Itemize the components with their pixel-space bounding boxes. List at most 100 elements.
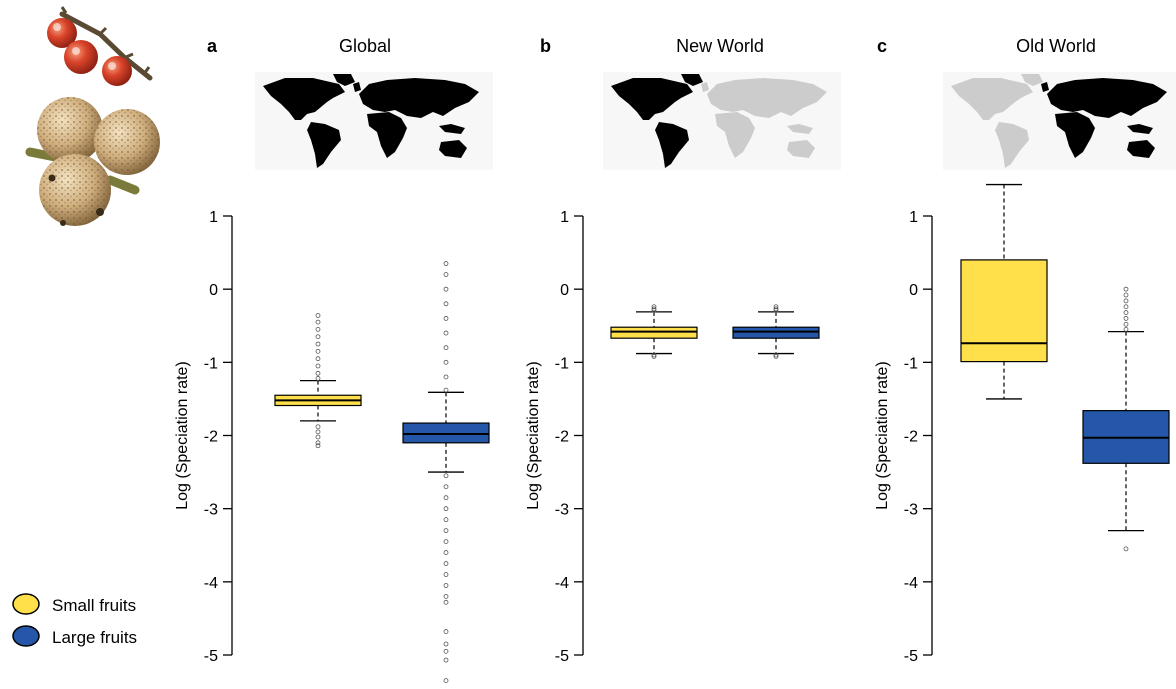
outlier-point <box>443 473 449 479</box>
map-region-old-world <box>1047 78 1167 118</box>
outlier-point <box>651 307 657 313</box>
map-region-new-world <box>333 74 355 86</box>
map-region-old-world <box>1127 124 1153 134</box>
map-region-old-world <box>439 140 467 158</box>
y-tick-label: -2 <box>555 429 569 446</box>
world-map <box>255 72 493 170</box>
outlier-point <box>443 528 449 534</box>
box-iqr <box>610 326 698 339</box>
outlier-point <box>315 424 321 430</box>
y-tick-label: 1 <box>560 209 569 226</box>
outlier-point <box>315 356 321 362</box>
y-tick-label: 1 <box>909 209 918 226</box>
y-tick-label: 0 <box>909 282 918 299</box>
outlier-point <box>443 272 449 277</box>
panel-title: Old World <box>1016 36 1096 56</box>
y-tick-label: -1 <box>904 355 918 372</box>
outlier-point <box>651 352 657 358</box>
small-fruit-picture <box>47 6 153 86</box>
outlier-point <box>443 495 449 501</box>
map-region-old-world <box>1041 82 1049 92</box>
outlier-point <box>315 376 321 381</box>
outlier-point <box>443 330 449 336</box>
outlier-point <box>443 316 449 321</box>
outlier-point <box>443 583 449 588</box>
box-small-fruits <box>610 304 698 359</box>
y-axis: 1 0 -1 -2 -3 -4 -5 Log (Speciation rate) <box>874 209 933 665</box>
outlier-point <box>443 641 449 647</box>
outlier-point <box>1123 546 1129 552</box>
outlier-point <box>1123 321 1129 327</box>
map-region-new-world <box>995 122 1029 168</box>
outlier-point <box>443 629 449 634</box>
legend-label-large-fruits: Large fruits <box>52 628 137 647</box>
outlier-point <box>315 319 321 325</box>
y-tick-label: -5 <box>904 648 918 665</box>
outlier-point <box>443 359 449 365</box>
outlier-point <box>651 354 657 359</box>
outlier-point <box>315 440 321 446</box>
y-tick-label: -4 <box>204 575 218 592</box>
outlier-point <box>1123 327 1129 332</box>
outlier-point <box>651 306 657 312</box>
outlier-point <box>1123 316 1129 321</box>
box-small-fruits <box>274 313 362 449</box>
y-tick-label: -5 <box>555 648 569 665</box>
map-region-old-world <box>787 124 813 134</box>
outlier-point <box>315 443 321 449</box>
outlier-point <box>315 327 321 332</box>
outlier-point <box>443 261 449 266</box>
outlier-point <box>315 434 321 440</box>
outlier-point <box>443 648 449 654</box>
y-tick-label: 1 <box>209 209 218 226</box>
y-axis-label: Log (Speciation rate) <box>174 361 191 510</box>
panel-b: b New World 1 0 -1 -2 -3 -4 -5 Log (Speciation ra… <box>525 36 841 665</box>
outlier-point <box>315 348 321 354</box>
y-tick-label: -1 <box>204 355 218 372</box>
outlier-point <box>773 306 779 312</box>
map-region-new-world <box>655 122 689 168</box>
y-tick-label: -3 <box>204 502 218 519</box>
y-axis-label: Log (Speciation rate) <box>525 361 542 510</box>
outlier-point <box>443 678 449 684</box>
outlier-point <box>315 429 321 435</box>
y-tick-label: -3 <box>555 502 569 519</box>
map-region-old-world <box>439 124 465 134</box>
outlier-point <box>773 352 779 358</box>
map-region-old-world <box>359 78 479 118</box>
legend-item-small-fruits: Small fruits <box>12 593 136 615</box>
map-region-new-world <box>1021 74 1043 86</box>
map-region-old-world <box>787 140 815 158</box>
outlier-point <box>443 517 449 523</box>
outlier-point <box>443 387 449 393</box>
map-region-new-world <box>681 74 703 86</box>
outlier-point <box>443 374 449 380</box>
outlier-point <box>443 539 449 544</box>
panel-title: New World <box>676 36 764 56</box>
panel-a: a Global 1 0 -1 -2 -3 -4 -5 Log (Speciation rate) <box>174 36 493 684</box>
outlier-point <box>773 354 779 359</box>
outlier-point <box>443 345 449 351</box>
legend-item-large-fruits: Large fruits <box>12 625 137 647</box>
outlier-point <box>443 550 449 555</box>
outlier-point <box>443 561 449 566</box>
y-tick-label: -1 <box>555 355 569 372</box>
outlier-point <box>443 286 449 292</box>
outlier-point <box>1123 310 1129 315</box>
world-map <box>603 72 841 170</box>
box-large-fruits <box>732 304 820 359</box>
y-tick-label: -2 <box>904 429 918 446</box>
legend: Small fruits Large fruits <box>12 593 137 647</box>
outlier-point <box>1123 304 1129 310</box>
outlier-point <box>443 301 449 307</box>
panel-c: c Old World 1 0 -1 -2 -3 -4 -5 Log (Speciation ra… <box>874 36 1176 665</box>
fruit-illustration <box>25 6 160 226</box>
outlier-point <box>443 506 449 512</box>
y-axis: 1 0 -1 -2 -3 -4 -5 Log (Speciation rate) <box>525 209 584 665</box>
box-iqr <box>732 326 820 339</box>
map-region-old-world <box>353 82 361 92</box>
map-region-old-world <box>715 112 755 158</box>
map-region-old-world <box>1055 112 1095 158</box>
panel-letter: b <box>540 36 551 56</box>
large-fruit-picture <box>25 97 160 226</box>
